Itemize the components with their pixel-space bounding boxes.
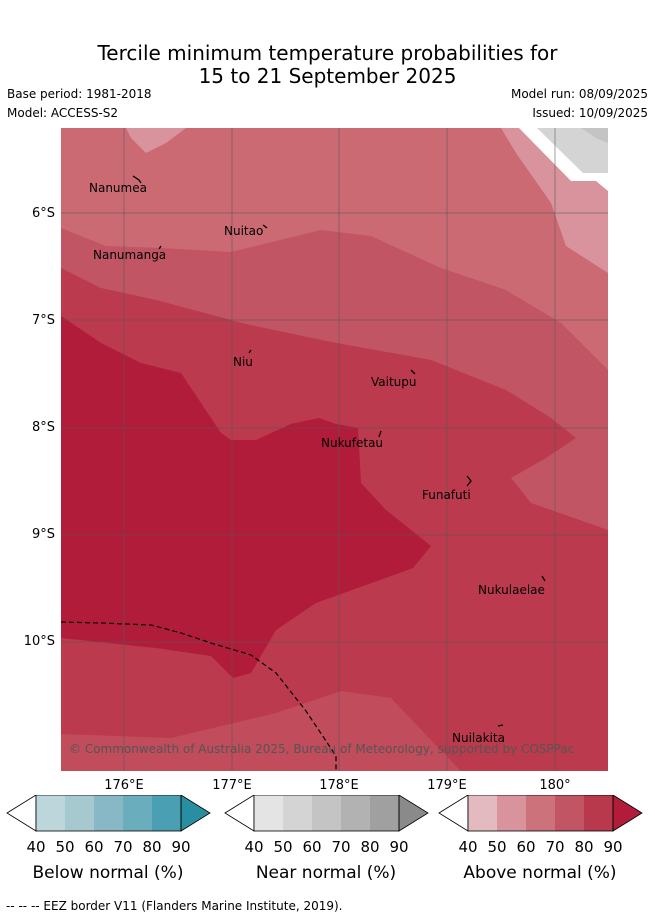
eez-legend: -- -- -- EEZ border V11 (Flanders Marine… [6,899,343,913]
model-name: Model: ACCESS-S2 [7,106,119,120]
tick-above-80: 80 [574,838,594,856]
colorbar-near-normal [224,795,429,832]
colorbar-extend-low [224,795,255,832]
colorbar-frame [467,795,614,832]
colorbar-extend-high [180,795,211,832]
colorbar-segment [123,795,152,831]
island-nanumea [132,175,142,184]
island-vaitupu [410,369,416,375]
island-nukulaelae [541,575,546,582]
colorbar-segment [526,795,555,831]
colorbar-segment [497,795,526,831]
colorbar-extend-high [612,795,643,832]
colorbar-segment [283,795,312,831]
place-vaitupu: Vaitupu [371,375,417,389]
island-funafuti [466,475,472,487]
colorbar-above-normal [438,795,643,832]
colorbar-segment [584,795,613,831]
copyright-notice: © Commonwealth of Australia 2025, Bureau… [69,742,575,756]
colorbar-segment [468,795,497,831]
colorbar-below-normal [6,795,211,832]
base-period: Base period: 1981-2018 [7,87,152,101]
eez-border [61,621,337,771]
lat-label-6s: 6°S [31,206,55,221]
place-funafuti: Funafuti [422,488,471,502]
lat-label-9s: 9°S [31,527,55,542]
tick-above-60: 60 [516,838,536,856]
model-run: Model run: 08/09/2025 [510,87,648,101]
colorbars [6,795,643,832]
zone-near-normal-dark [581,128,608,143]
colorbar-below-title: Below normal (%) [32,863,184,883]
colorbar-segment [254,795,283,831]
tick-below-40: 40 [26,838,46,856]
map-title-line2: 15 to 21 September 2025 [198,64,457,88]
map-title-line1: Tercile minimum temperature probabilitie… [97,41,558,65]
tick-above-40: 40 [458,838,478,856]
tick-below-50: 50 [55,838,75,856]
island-nuitao [262,224,268,229]
zone-above-70-80-south [61,691,461,771]
tick-below-80: 80 [142,838,162,856]
colorbar-segment [312,795,341,831]
colorbar-segment [94,795,123,831]
island-niu [248,349,252,354]
tick-near-60: 60 [302,838,322,856]
colorbar-extend-low [438,795,469,832]
lon-label-180: 180° [539,778,571,793]
colorbar-extend-low [6,795,37,832]
islands [132,175,546,727]
island-nuilakita [497,724,504,727]
lat-label-8s: 8°S [31,420,55,435]
place-nanumanga: Nanumanga [93,248,167,262]
tick-above-90: 90 [603,838,623,856]
colorbar-segment [36,795,65,831]
lon-label-178e: 178°E [319,778,359,793]
place-nuitao: Nuitao [224,224,264,238]
tick-below-90: 90 [171,838,191,856]
colorbar-near-title: Near normal (%) [255,863,397,883]
tick-near-80: 80 [360,838,380,856]
lon-label-179e: 179°E [427,778,467,793]
colorbar-segment [65,795,94,831]
lon-label-176e: 176°E [104,778,144,793]
place-nukulaelae: Nukulaelae [478,583,545,597]
graticule [61,128,608,771]
place-nukufetau: Nukufetau [321,436,384,450]
colorbar-extend-high [398,795,429,832]
zone-above-50-60-north [126,128,186,153]
colorbar-frame [35,795,182,832]
tick-above-50: 50 [487,838,507,856]
issued-date: Issued: 10/09/2025 [532,106,648,120]
colorbar-segment [370,795,399,831]
tick-above-70: 70 [545,838,565,856]
place-niu: Niu [233,355,253,369]
colorbar-above-title: Above normal (%) [463,863,617,883]
colorbar-segment [341,795,370,831]
zone-white-gap [519,128,608,191]
probability-map [61,128,608,771]
colorbar-frame [253,795,400,832]
tick-near-40: 40 [244,838,264,856]
colorbar-segment [555,795,584,831]
place-nuilakita: Nuilakita [452,731,505,745]
tick-near-90: 90 [389,838,409,856]
colorbar-segment [152,795,181,831]
tick-near-50: 50 [273,838,293,856]
lon-label-177e: 177°E [212,778,252,793]
island-nanumanga [158,245,162,250]
tick-below-70: 70 [113,838,133,856]
lat-label-10s: 10°S [23,634,55,649]
lat-label-7s: 7°S [31,313,55,328]
place-nanumea: Nanumea [89,181,147,195]
tick-near-70: 70 [331,838,351,856]
island-nukufetau [378,430,382,438]
tick-below-60: 60 [84,838,104,856]
